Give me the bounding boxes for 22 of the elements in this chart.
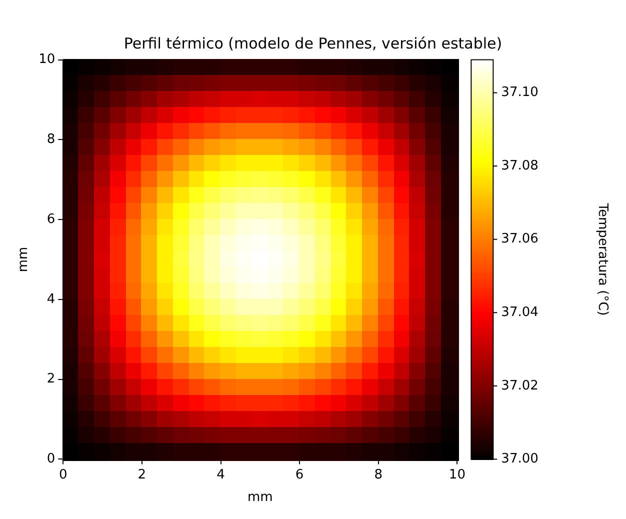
y-tick-label: 0 xyxy=(46,452,56,467)
x-axis-title: mm xyxy=(248,490,273,505)
x-tick-label: 2 xyxy=(138,467,146,482)
color-bar-title: Temperatura (°C) xyxy=(594,202,610,316)
x-tick-label: 4 xyxy=(216,467,225,482)
color-bar-label: 37.04 xyxy=(501,305,538,320)
color-bar-label: 37.10 xyxy=(501,85,538,100)
y-tick-label: 4 xyxy=(46,292,56,307)
chart-title: Perfil térmico (modelo de Pennes, versión estable) xyxy=(124,34,502,53)
y-tick-label: 10 xyxy=(38,52,56,68)
y-axis-title: mm xyxy=(16,246,32,272)
x-tick-label: 8 xyxy=(374,467,383,482)
x-tick-label: 10 xyxy=(448,467,466,482)
x-tick-label: 6 xyxy=(295,467,304,482)
y-tick-label: 8 xyxy=(46,132,56,148)
color-bar-label: 37.02 xyxy=(501,378,538,394)
color-bar-label: 37.08 xyxy=(501,158,538,174)
x-tick-label: 0 xyxy=(59,467,68,482)
y-tick-label: 2 xyxy=(46,372,56,387)
y-tick-label: 6 xyxy=(46,212,56,227)
color-bar-label: 37.00 xyxy=(501,452,538,467)
color-bar-label: 37.06 xyxy=(501,232,538,247)
